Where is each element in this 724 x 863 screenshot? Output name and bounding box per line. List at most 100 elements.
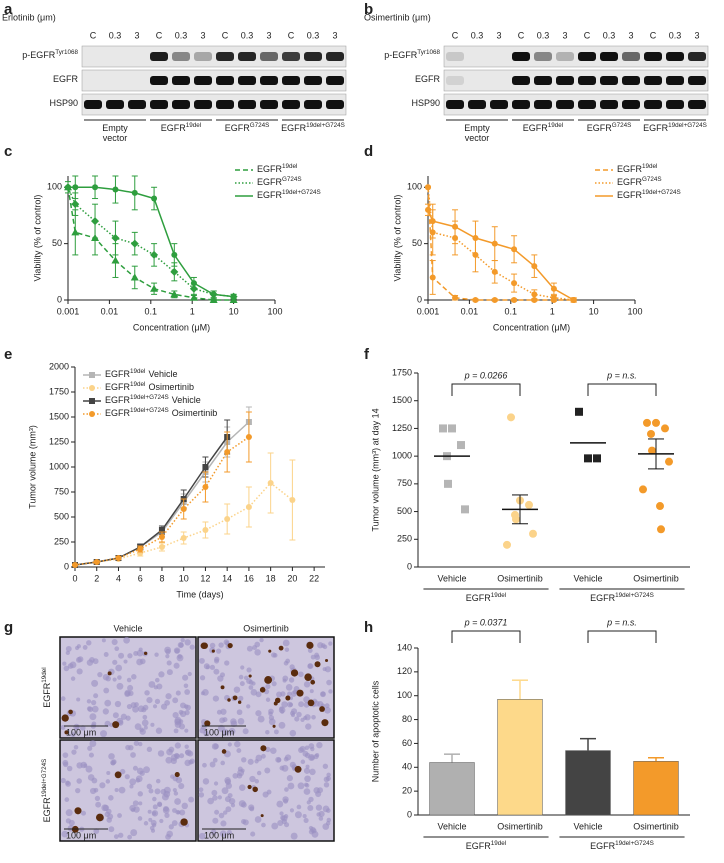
nucleus: [218, 642, 224, 648]
nucleus: [237, 717, 245, 725]
nucleus: [123, 636, 130, 644]
marker: [531, 263, 538, 270]
significance-bracket: [587, 383, 657, 396]
text-part: EGFR: [523, 123, 549, 133]
nucleus: [248, 679, 254, 685]
x-tick-label: 10: [179, 573, 189, 583]
nucleus: [174, 742, 181, 749]
nucleus: [239, 784, 246, 791]
series-line: [427, 209, 575, 301]
nucleus: [307, 663, 314, 670]
nucleus: [298, 701, 305, 708]
series-line: [74, 436, 228, 566]
y-tick-label: 2000: [49, 361, 69, 371]
marker: [512, 515, 520, 524]
marker: [115, 555, 122, 561]
blot-band: [326, 100, 344, 109]
x-tick-label: 10: [589, 306, 599, 316]
dose-label: 3: [562, 30, 567, 40]
marker: [575, 407, 583, 416]
blot-band: [446, 100, 464, 109]
marker: [448, 424, 456, 433]
nucleus: [99, 782, 106, 789]
y-tick-label: 500: [54, 511, 69, 521]
nucleus: [151, 810, 159, 817]
series-line: [427, 187, 574, 301]
x-axis-label: Concentration (μM): [493, 322, 570, 332]
text-part: EGFR: [105, 382, 131, 392]
apoptotic-cell: [201, 642, 208, 649]
nucleus: [117, 813, 122, 818]
text-part: 19del: [130, 368, 145, 375]
text-part: EGFR: [42, 797, 52, 823]
nucleus: [220, 760, 226, 766]
marker: [91, 217, 100, 226]
apoptotic-cell: [259, 687, 266, 693]
blot-strip: [81, 69, 347, 92]
marker: [245, 434, 252, 440]
nucleus: [144, 690, 150, 696]
nucleus: [73, 744, 79, 750]
marker: [224, 449, 231, 455]
nucleus: [160, 703, 168, 710]
apoptotic-cell: [68, 709, 73, 715]
marker: [151, 195, 158, 202]
marker: [525, 500, 533, 509]
annotation: p = 0.0266: [464, 370, 508, 380]
nucleus: [271, 822, 279, 830]
dose-label: 0.3: [603, 30, 616, 40]
nucleus: [254, 816, 262, 823]
nucleus: [156, 683, 163, 690]
y-tick-label: 50: [412, 238, 422, 248]
nucleus: [166, 748, 173, 756]
blot-band: [84, 100, 102, 109]
marker: [429, 274, 436, 281]
nucleus: [305, 764, 310, 769]
apoptotic-cell: [247, 784, 252, 790]
nucleus: [247, 758, 254, 765]
nucleus: [249, 775, 256, 783]
series-line: [67, 187, 234, 301]
y-tick-label: 40: [402, 762, 412, 772]
nucleus: [93, 693, 99, 699]
blot-band: [468, 100, 486, 109]
nucleus: [250, 689, 258, 696]
bar: [497, 699, 543, 816]
nucleus: [64, 797, 70, 803]
apoptotic-cell: [180, 818, 188, 826]
nucleus: [234, 740, 241, 748]
nucleus: [324, 703, 330, 709]
x-tick-label: Osimertinib: [633, 573, 679, 583]
nucleus: [133, 740, 140, 746]
nucleus: [120, 713, 127, 720]
nucleus: [284, 822, 290, 828]
blot-band: [534, 76, 552, 85]
marker: [511, 280, 518, 287]
nucleus: [143, 821, 149, 826]
nucleus: [184, 639, 191, 646]
nucleus: [270, 747, 277, 755]
nucleus: [310, 654, 316, 660]
x-tick-label: 0: [72, 573, 77, 583]
apoptotic-cell: [304, 673, 312, 681]
nucleus: [181, 802, 188, 810]
nucleus: [228, 797, 236, 805]
nucleus: [287, 782, 295, 790]
nucleus: [175, 776, 183, 784]
text-part: EGFR: [617, 190, 643, 200]
text-part: p-EGFR: [22, 50, 56, 60]
x-tick-label: Osimertinib: [497, 573, 543, 583]
legend-label: EGFR19del: [617, 163, 657, 175]
nucleus: [152, 796, 157, 802]
apoptotic-cell: [220, 685, 225, 690]
x-tick-label: Vehicle: [573, 573, 602, 583]
nucleus: [165, 654, 170, 659]
marker: [93, 559, 100, 565]
blot-band: [644, 100, 662, 109]
nucleus: [91, 721, 97, 727]
nucleus: [219, 830, 227, 838]
marker: [425, 206, 431, 213]
marker: [89, 411, 95, 417]
nucleus: [284, 754, 292, 761]
blot-band: [194, 52, 212, 61]
